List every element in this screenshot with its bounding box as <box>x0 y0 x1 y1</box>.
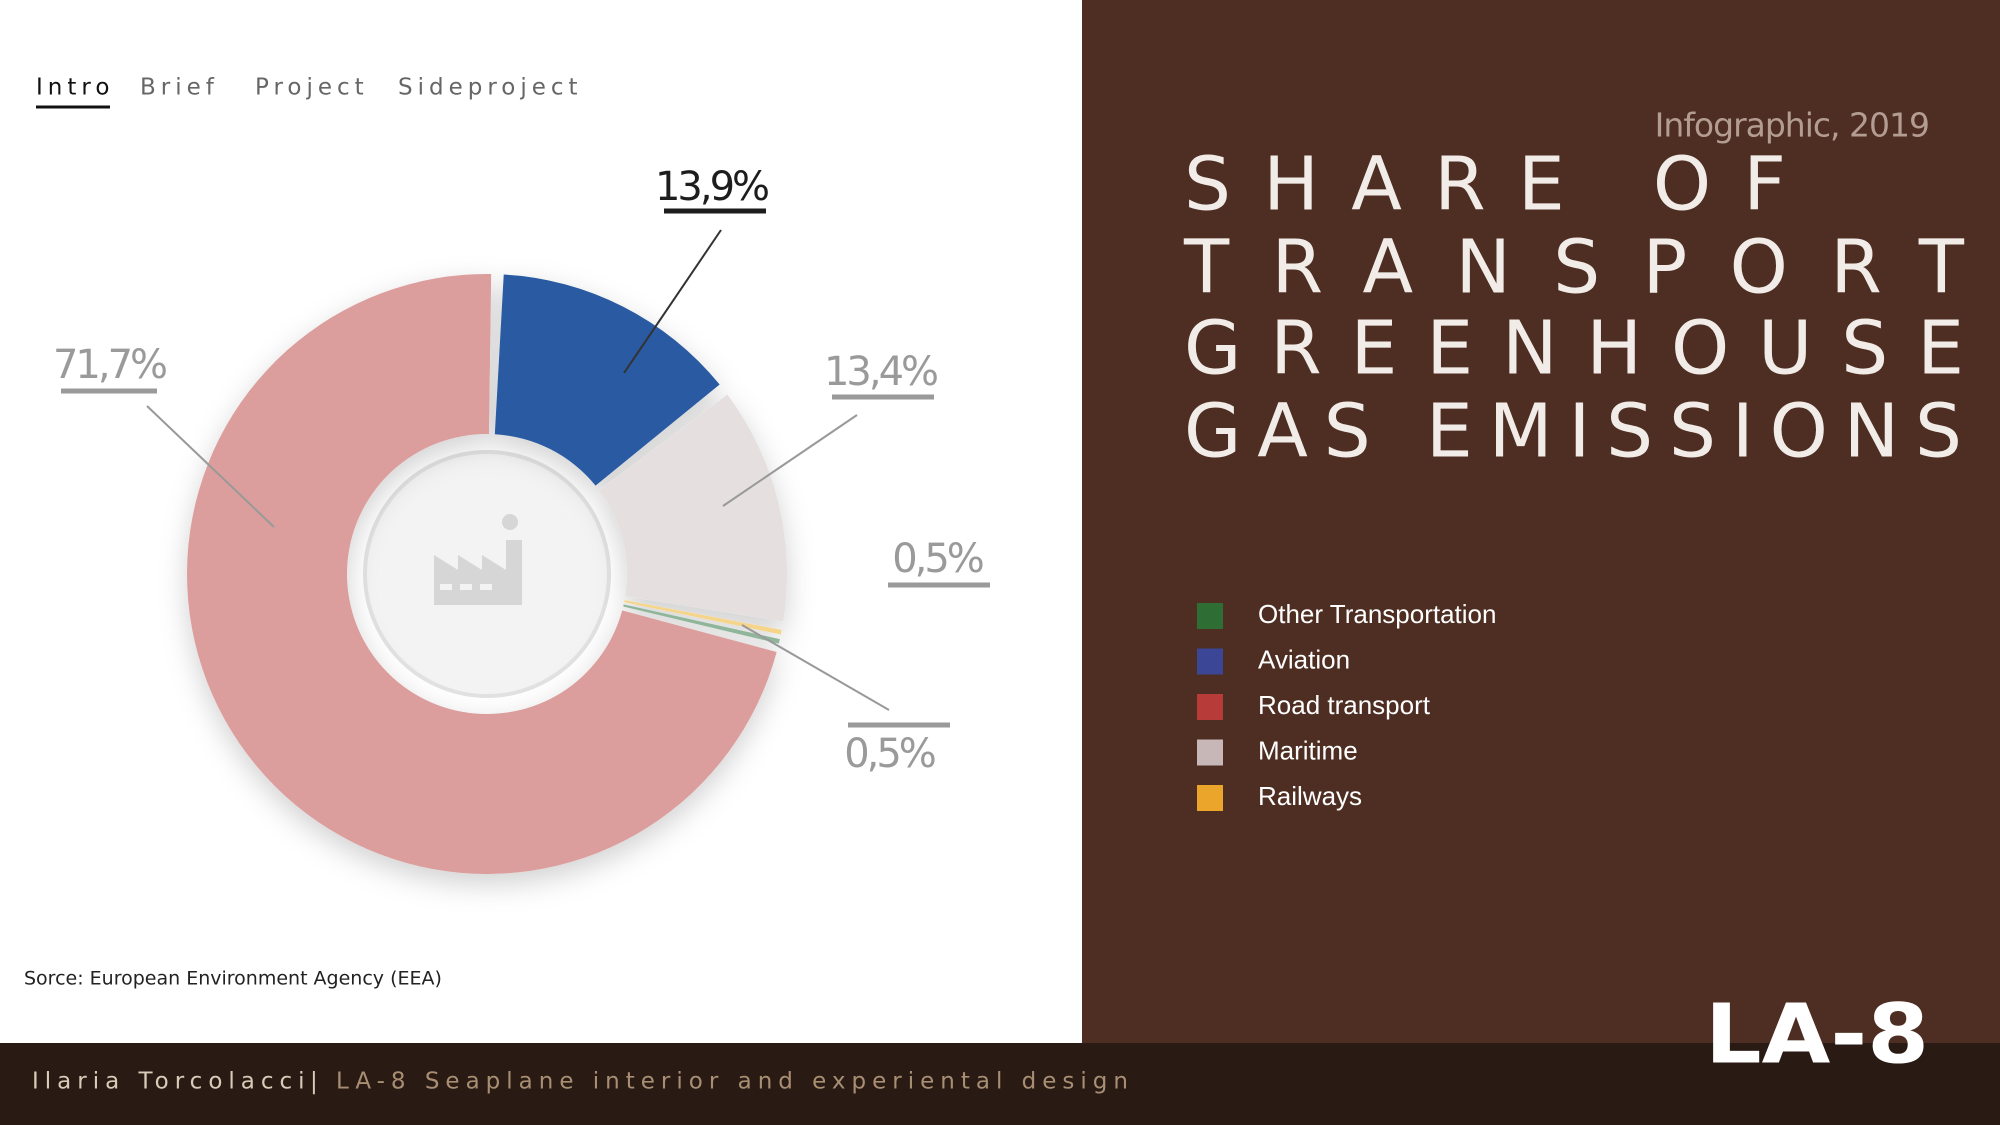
donut <box>187 274 787 875</box>
value-label: 0,5% <box>844 731 935 777</box>
legend-swatch <box>1197 739 1223 766</box>
footer-bar <box>0 1043 2000 1125</box>
donut-slice <box>187 274 777 875</box>
legend-swatch <box>1197 648 1223 675</box>
right-panel <box>1082 0 2000 1043</box>
donut-slice <box>599 394 787 622</box>
nav-item[interactable]: Intro <box>36 75 114 101</box>
donut-slice <box>623 604 780 644</box>
title-line: TRANSPORT <box>1183 225 1965 311</box>
leader-line <box>722 414 858 507</box>
leader-line <box>741 624 890 711</box>
value-label: 71,7% <box>53 342 166 388</box>
legend-label: Aviation <box>1258 644 1350 674</box>
title-line: SHARE OF <box>1184 142 1786 228</box>
legend-label: Road transport <box>1258 690 1431 720</box>
subtitle: Infographic, 2019 <box>1655 106 1929 145</box>
source: Sorce: European Environment Agency (EEA) <box>24 968 442 990</box>
nav-item[interactable]: Sideproject <box>398 75 583 101</box>
value-label: 13,4% <box>824 349 937 395</box>
factory-icon <box>434 514 522 605</box>
legend-label: Maritime <box>1258 735 1358 765</box>
nav-item[interactable]: Brief <box>140 75 219 101</box>
footer-separator: | <box>310 1069 318 1095</box>
nav-item[interactable]: Project <box>255 75 369 101</box>
leader-line <box>146 405 275 528</box>
legend-swatch <box>1197 694 1223 720</box>
legend-swatch <box>1197 603 1223 629</box>
legend-label: Railways <box>1258 781 1362 811</box>
leader-line <box>623 229 722 374</box>
logo: LA-8 <box>1705 987 1929 1082</box>
footer-project: LA-8 Seaplane interior and experiental d… <box>336 1069 1134 1095</box>
donut-slice <box>494 274 720 486</box>
legend-label: Other Transportation <box>1258 599 1496 629</box>
footer-author: Ilaria Torcolacci <box>32 1069 311 1095</box>
value-label: 0,5% <box>892 536 983 582</box>
title-line: GAS EMISSIONS <box>1184 389 1962 475</box>
value-label: 13,9% <box>655 164 768 210</box>
legend-swatch <box>1197 785 1223 811</box>
